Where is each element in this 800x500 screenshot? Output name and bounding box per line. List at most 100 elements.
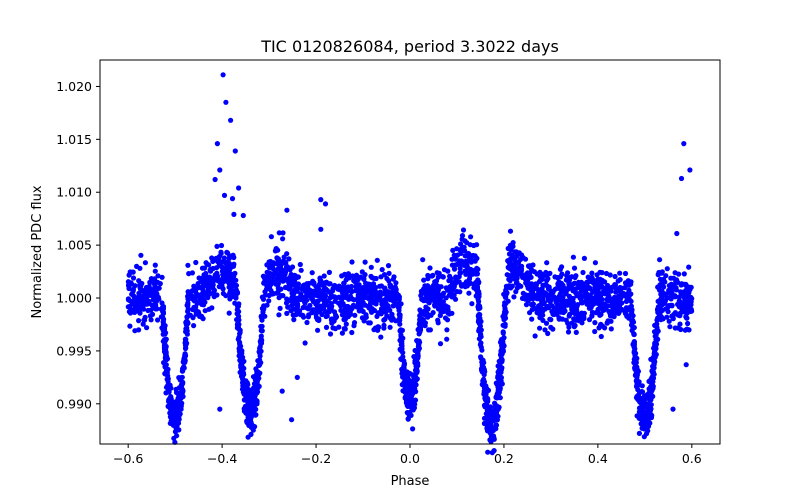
data-point [162,338,168,344]
data-point [686,264,692,270]
data-point [461,260,467,266]
data-point [387,324,393,330]
data-point [422,323,428,329]
data-point [142,296,148,302]
data-point [256,362,262,368]
data-point [147,279,153,285]
data-point [147,313,153,319]
data-point [366,296,372,302]
data-point [440,274,446,280]
data-point [572,311,579,317]
data-point [153,302,159,308]
data-point [390,315,396,321]
data-point [497,369,503,375]
data-point [369,309,375,315]
data-point [537,303,543,309]
data-point [435,317,441,323]
data-point [651,358,658,364]
data-point [252,424,258,430]
data-point [267,265,273,271]
data-point [622,270,629,277]
data-point [412,360,418,366]
data-point [650,365,656,372]
data-point [491,413,497,419]
data-point [567,302,573,308]
data-point [217,406,223,412]
data-point [515,283,522,289]
data-point [179,368,185,374]
data-point [259,323,265,329]
data-point [136,318,142,324]
data-point [368,264,374,270]
data-point [398,327,404,333]
data-point [276,230,282,236]
data-point [619,306,625,313]
data-point [349,296,355,302]
data-point [159,274,165,280]
data-point [598,333,604,340]
data-point [456,274,462,280]
data-point [412,388,418,395]
data-point [593,310,599,316]
data-point [592,283,599,289]
data-point [372,300,378,306]
data-point [185,293,191,299]
data-point [457,266,463,272]
data-point [641,426,647,432]
data-point [228,273,234,280]
data-point [506,276,512,282]
data-point [345,271,351,277]
data-point [485,410,491,416]
data-point [378,297,384,303]
data-point [125,304,131,310]
data-point [223,99,229,105]
data-point [564,273,570,279]
data-point [632,366,638,372]
y-tick-label: 1.020 [56,79,92,94]
data-point [339,330,345,336]
data-point [323,324,330,330]
data-point [322,201,329,207]
data-point [353,272,360,278]
data-point [393,280,399,286]
data-point [483,415,489,421]
data-point [166,389,172,395]
data-point [323,313,329,320]
data-point [134,263,140,269]
data-point [264,281,270,287]
data-point [390,295,396,302]
data-point [126,283,132,289]
data-point [221,192,228,198]
data-point [559,264,565,270]
data-point [343,321,349,327]
data-point [476,312,482,318]
data-point [540,312,546,318]
data-point [363,314,369,320]
data-point [366,320,372,326]
data-point [258,313,264,319]
data-point [335,286,341,292]
data-point [284,310,290,316]
data-point [180,359,186,365]
data-point [155,317,161,323]
data-point [589,270,595,276]
data-point [519,295,526,301]
data-point [451,252,457,258]
data-point [309,270,315,276]
data-point [232,148,238,154]
data-point [437,300,443,306]
data-point [635,382,641,388]
data-point [246,420,252,426]
data-point [289,417,295,423]
data-point [396,317,402,324]
data-point [426,327,432,333]
data-point [220,290,226,297]
data-point [153,298,159,304]
data-point [623,305,630,311]
data-point [281,254,287,260]
data-point [209,278,215,284]
data-point [144,325,150,331]
data-point [582,281,588,287]
data-point [260,273,266,279]
data-point [418,309,424,315]
